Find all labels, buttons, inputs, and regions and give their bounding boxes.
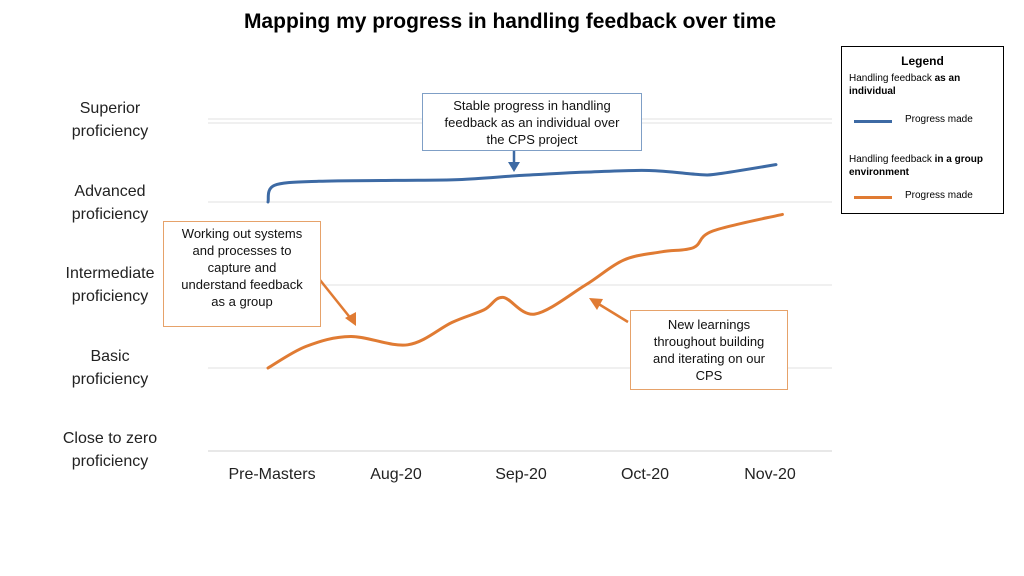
orange-note-right: New learnings throughout building and it… xyxy=(630,310,788,390)
y-level-superior: Superior proficiency xyxy=(71,100,149,140)
legend-title: Legend xyxy=(901,54,944,68)
x-tick-aug-20: Aug-20 xyxy=(370,466,422,483)
legend: Legend Handling feedback as an individua… xyxy=(841,46,1004,214)
y-level-advanced: Advanced proficiency xyxy=(71,183,149,223)
x-tick-oct-20: Oct-20 xyxy=(620,466,669,483)
left-note-arrowhead xyxy=(345,312,356,326)
chart-title: Mapping my progress in handling feedback… xyxy=(243,10,777,33)
legend-entry-group-heading: Handling feedback in a group environment xyxy=(849,154,983,178)
legend-swatch-individual xyxy=(854,120,892,123)
callout-arrows xyxy=(319,142,629,326)
legend-swatch-group xyxy=(854,196,892,199)
legend-label-individual: Progress made xyxy=(905,114,973,125)
y-level-intermediate: Intermediate proficiency xyxy=(65,265,155,305)
y-level-close-to-zero: Close to zero proficiency xyxy=(62,430,158,470)
blue-note-arrowhead xyxy=(508,162,520,172)
blue-note: Stable progress in handling feedback as … xyxy=(422,93,642,151)
series-individual-line xyxy=(266,163,778,204)
y-level-basic: Basic proficiency xyxy=(71,348,149,388)
series-lines xyxy=(266,163,784,370)
legend-entry-individual-heading: Handling feedback as an individual xyxy=(849,73,961,97)
x-tick-pre-masters: Pre-Masters xyxy=(228,466,316,483)
legend-label-group: Progress made xyxy=(905,190,973,201)
series-group-line xyxy=(266,212,784,370)
x-tick-nov-20: Nov-20 xyxy=(744,466,796,483)
left-note-arrow xyxy=(319,279,353,321)
right-note-arrow xyxy=(596,301,629,324)
right-note-arrowhead xyxy=(589,298,603,310)
orange-note-left: Working out systems and processes to cap… xyxy=(163,221,321,327)
x-tick-sep-20: Sep-20 xyxy=(495,466,547,483)
